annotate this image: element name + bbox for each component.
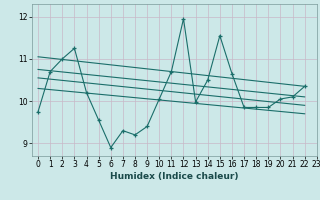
X-axis label: Humidex (Indice chaleur): Humidex (Indice chaleur): [110, 172, 239, 181]
